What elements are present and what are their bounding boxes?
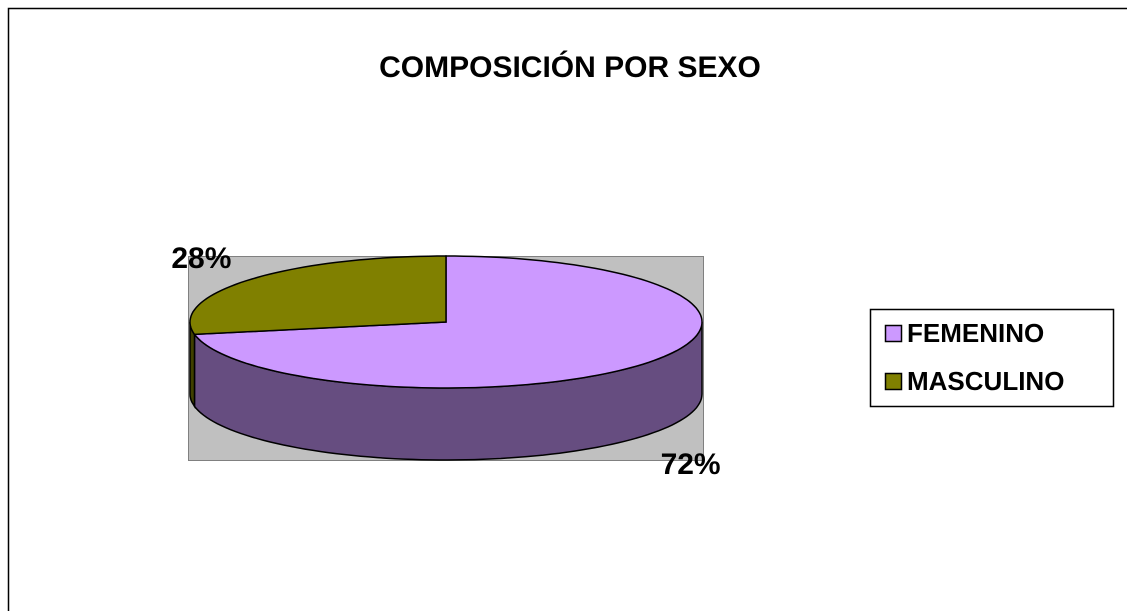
legend-swatch — [884, 372, 903, 391]
data-label: 28% — [171, 242, 231, 275]
legend — [869, 308, 1115, 408]
legend-label: MASCULINO — [907, 366, 1064, 396]
data-label: 72% — [661, 448, 721, 481]
slice — [189, 255, 447, 336]
legend-entries: FEMENINO MASCULINO — [884, 318, 1064, 396]
slice — [192, 255, 703, 389]
chart-title: COMPOSICIÓN POR SEXO — [379, 50, 761, 84]
pie: 72% 28% — [171, 242, 720, 481]
legend-label: FEMENINO — [907, 318, 1044, 348]
legend-swatch — [884, 324, 903, 343]
